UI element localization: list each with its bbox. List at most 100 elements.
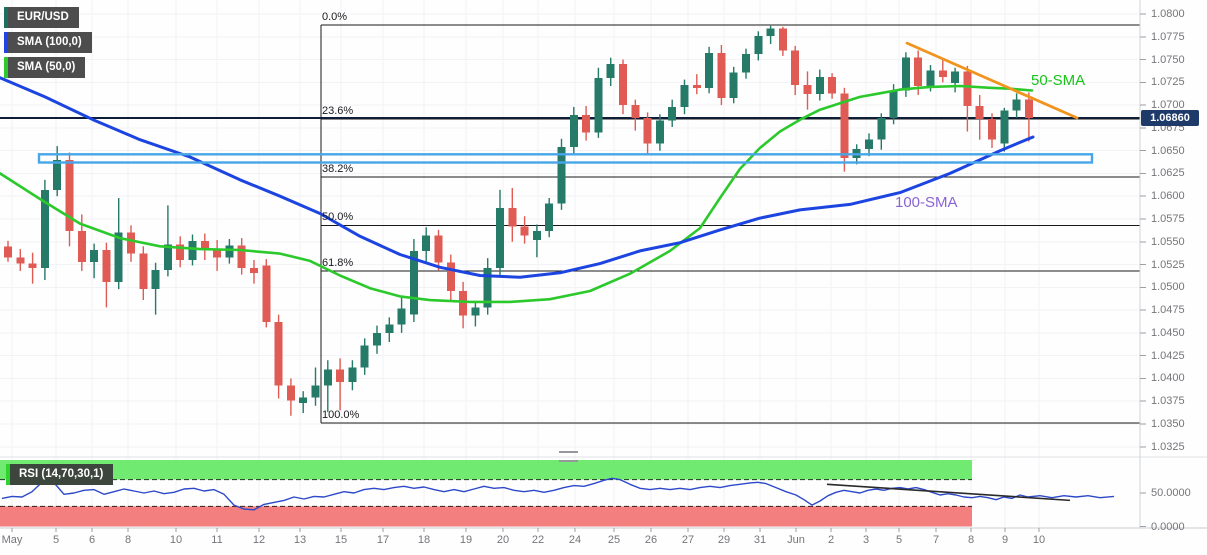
candle-bearish [582,115,591,133]
candle-bullish [360,345,369,368]
candle-bearish [286,385,295,401]
candle-bearish [446,262,455,291]
candle-bullish [496,208,504,269]
candle-bullish [299,397,308,404]
sma100-line [0,76,1035,279]
candle-bearish [16,257,25,264]
candle-bullish [40,189,49,269]
candle-bullish [1000,110,1009,144]
candle-bearish [803,85,812,95]
candle-bullish [951,71,960,84]
candle-bullish [348,367,357,383]
candle-bullish [754,35,763,55]
candle-bearish [520,226,529,236]
candle-bearish [28,263,37,269]
candle-bullish [766,28,775,36]
candle-bearish [692,85,701,88]
candle-bullish [373,332,381,346]
candle-bullish [311,385,320,398]
candle-bearish [938,70,947,77]
candle-bearish [459,290,468,316]
candle-bearish [250,268,258,273]
candle-bullish [53,159,62,190]
rsi-legend-label: RSI (14,70,30,1) [19,468,104,480]
candle-bullish [606,64,615,78]
candle-bullish [889,90,898,118]
rsi-line [1,477,1115,511]
rsi-oversold-band [0,506,972,527]
candle-bearish [4,246,12,258]
legend-sma50[interactable]: SMA (50,0) [4,57,86,78]
candle-bearish [336,369,345,383]
legend-sma100[interactable]: SMA (100,0) [4,32,92,53]
candle-bearish [200,240,209,250]
candle-bearish [102,249,111,282]
candle-bullish [668,106,677,121]
candle-bearish [176,244,185,260]
sma50-legend-label: SMA (50,0) [17,61,76,73]
candle-bearish [963,71,972,107]
candle-bearish [65,159,74,231]
candle-bearish [434,235,443,263]
candle-bullish [163,244,172,271]
candle-bullish [225,245,234,258]
candle-bullish [323,369,332,386]
candle-bullish [877,117,886,140]
candle-bearish [988,118,996,140]
candle-bearish [975,106,984,119]
candle-bullish [569,115,578,148]
candle-bullish [1012,99,1021,111]
candle-bearish [643,117,652,144]
candle-bearish [631,105,640,118]
candle-bullish [151,270,160,290]
candle-bullish [188,240,197,260]
candle-bullish [114,232,123,282]
candle-bullish [545,203,554,231]
candle-bearish [213,249,222,258]
candle-bearish [262,265,271,322]
candle-bearish [508,208,517,227]
candle-bullish [655,120,664,144]
candle-bullish [90,249,99,262]
sma100-legend-label: SMA (100,0) [17,36,82,48]
candle-bullish [532,230,541,240]
candle-bearish [791,50,800,86]
candle-bearish [778,28,787,51]
rsi-overbought-band [0,460,972,480]
candle-bearish [139,253,148,290]
candle-bearish [840,93,849,158]
support-band [37,153,1094,164]
candle-bearish [77,230,86,262]
descending-trendline [905,41,1079,120]
candle-bullish [705,53,714,88]
candle-bearish [1024,99,1033,118]
candle-bearish [127,232,135,254]
candle-bearish [914,57,923,86]
rsi-trendline [826,483,1071,502]
candle-bullish [680,85,689,107]
legend-rsi[interactable]: RSI (14,70,30,1) [6,464,114,485]
candle-bullish [385,324,394,333]
candle-bullish [865,139,873,149]
symbol-label: EUR/USD [17,11,69,23]
candle-bullish [815,76,824,95]
current-price-badge: 1.06860 [1141,110,1199,126]
candle-bullish [901,57,910,91]
candle-bullish [483,268,492,308]
candle-bullish [422,235,431,251]
candle-bullish [742,54,750,73]
sma50-annotation: 50-SMA [1031,72,1086,89]
sma100-annotation: 100-SMA [895,194,958,211]
candle-bearish [717,53,726,98]
candle-bearish [237,245,246,269]
sma50-line [0,84,1034,304]
candle-bearish [619,64,627,106]
pane-resize-handle[interactable] [559,451,578,462]
candle-bullish [594,77,603,133]
candle-bullish [557,147,566,204]
candle-bullish [409,250,418,315]
legend-symbol[interactable]: EUR/USD [4,7,79,28]
candle-bullish [397,308,406,325]
